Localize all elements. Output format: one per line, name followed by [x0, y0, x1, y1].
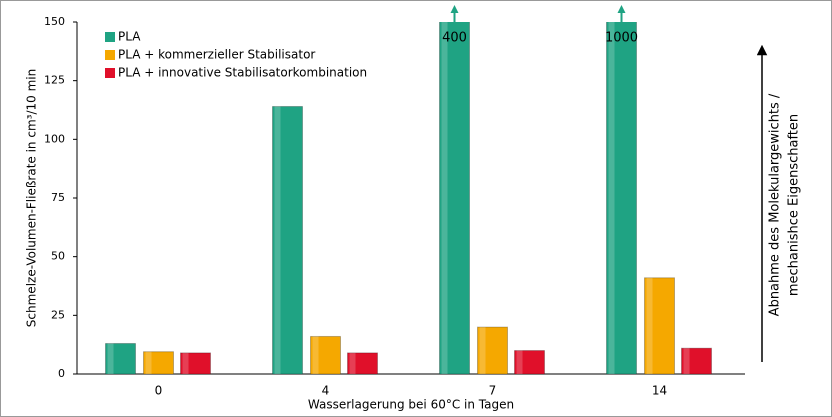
bar-highlight [608, 22, 615, 374]
y-axis-label: Schmelze-Volumen-Fließrate in cm³/10 min [25, 69, 39, 327]
bar-highlight [683, 348, 690, 374]
x-tick-label: 4 [322, 384, 330, 398]
x-tick-label: 14 [652, 384, 667, 398]
overflow-arrowhead [617, 5, 626, 13]
bar-highlight [274, 106, 281, 374]
plot-area [105, 22, 712, 374]
bar [514, 350, 545, 374]
bar-highlight [479, 327, 486, 374]
bar-highlight [182, 352, 189, 374]
bar [681, 347, 712, 374]
bar-highlight [646, 277, 653, 374]
bar [310, 335, 341, 374]
bar [606, 22, 637, 374]
y-tick-label: 0 [58, 367, 65, 380]
overflow-arrowhead [450, 5, 459, 13]
legend-label: PLA + innovative Stabilisatorkombination [118, 66, 367, 80]
y-tick-label: 150 [44, 15, 65, 28]
y-tick-label: 75 [51, 191, 65, 204]
legend-swatch [105, 32, 115, 42]
bar-highlight [349, 352, 356, 374]
bar-highlight [516, 350, 523, 374]
y-tick-label: 125 [44, 74, 65, 87]
bar-highlight [145, 351, 152, 374]
bar-highlight [441, 22, 448, 374]
data-label: 400 [442, 31, 467, 46]
legend-swatch [105, 50, 115, 60]
legend-swatch [105, 68, 115, 78]
x-axis-label: Wasserlagerung bei 60°C in Tagen [308, 398, 514, 412]
data-label: 1000 [605, 31, 638, 46]
bar [105, 342, 136, 374]
bar [180, 352, 211, 374]
y-tick-label: 100 [44, 132, 65, 145]
y-tick-label: 25 [51, 308, 65, 321]
legend-label: PLA [118, 30, 141, 44]
bar-highlight [312, 336, 319, 374]
right-annotation: mechanishce Eigenschaften [787, 114, 802, 296]
legend-label: PLA + kommerzieller Stabilisator [118, 48, 315, 62]
bar-highlight [107, 343, 114, 374]
bar [272, 105, 303, 374]
x-tick-label: 0 [155, 384, 163, 398]
right-annotation: Abnahme des Molekulargewichts / [768, 93, 783, 316]
x-tick-label: 7 [489, 384, 497, 398]
bar [644, 277, 675, 374]
bar [439, 22, 470, 374]
bar [143, 351, 174, 374]
y-tick-label: 50 [51, 250, 65, 263]
bar [477, 326, 508, 374]
bar [347, 352, 378, 374]
